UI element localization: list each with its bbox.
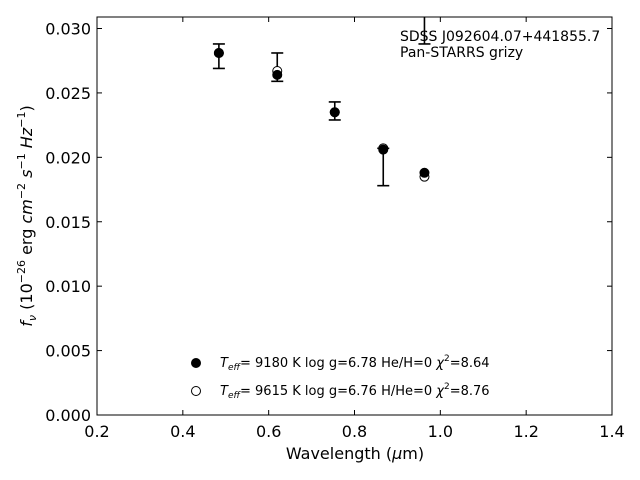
point-filled-3 <box>378 144 389 155</box>
x-tick-label: 0.4 <box>170 422 195 441</box>
x-axis-ticks: 0.2 0.4 0.6 0.8 1.0 1.2 1.4 <box>84 17 625 441</box>
error-bars <box>212 17 431 187</box>
x-tick-label: 0.2 <box>84 422 109 441</box>
point-filled-1 <box>272 69 283 80</box>
x-axis-label: Wavelength (μm) <box>286 444 424 463</box>
y-tick-label: 0.015 <box>45 213 91 232</box>
legend-marker-open <box>191 386 201 396</box>
y-tick-label: 0.030 <box>45 20 91 39</box>
legend-entry-da: Teff= 9180 K log g=6.78 He/H=0 χ2=8.64 <box>220 354 490 373</box>
survey-annotation: Pan-STARRS grizy <box>400 45 523 61</box>
point-filled-0 <box>213 47 224 58</box>
point-filled-4 <box>419 167 430 178</box>
data-points <box>213 47 430 182</box>
y-axis-label: fν (10−26 erg cm−2 s−1 Hz−1) <box>15 105 39 326</box>
error-bar-4 <box>418 17 431 45</box>
legend-entry-db: Teff= 9615 K log g=6.76 H/He=0 χ2=8.76 <box>220 382 490 401</box>
legend-marker-filled <box>191 358 201 368</box>
y-tick-label: 0.000 <box>45 406 91 425</box>
y-tick-label: 0.010 <box>45 277 91 296</box>
y-axis-ticks: 0.000 0.005 0.010 0.015 0.020 0.025 0.030 <box>45 20 612 425</box>
legend: Teff= 9180 K log g=6.78 He/H=0 χ2=8.64 T… <box>191 354 490 401</box>
y-tick-label: 0.025 <box>45 84 91 103</box>
y-tick-label: 0.020 <box>45 148 91 167</box>
x-tick-label: 0.6 <box>256 422 281 441</box>
x-tick-label: 0.8 <box>342 422 367 441</box>
object-name-annotation: SDSS J092604.07+441855.7 <box>400 29 600 45</box>
point-filled-2 <box>329 107 340 118</box>
x-tick-label: 1.2 <box>513 422 538 441</box>
x-tick-label: 1.0 <box>428 422 453 441</box>
y-tick-label: 0.005 <box>45 342 91 361</box>
x-tick-label: 1.4 <box>599 422 624 441</box>
